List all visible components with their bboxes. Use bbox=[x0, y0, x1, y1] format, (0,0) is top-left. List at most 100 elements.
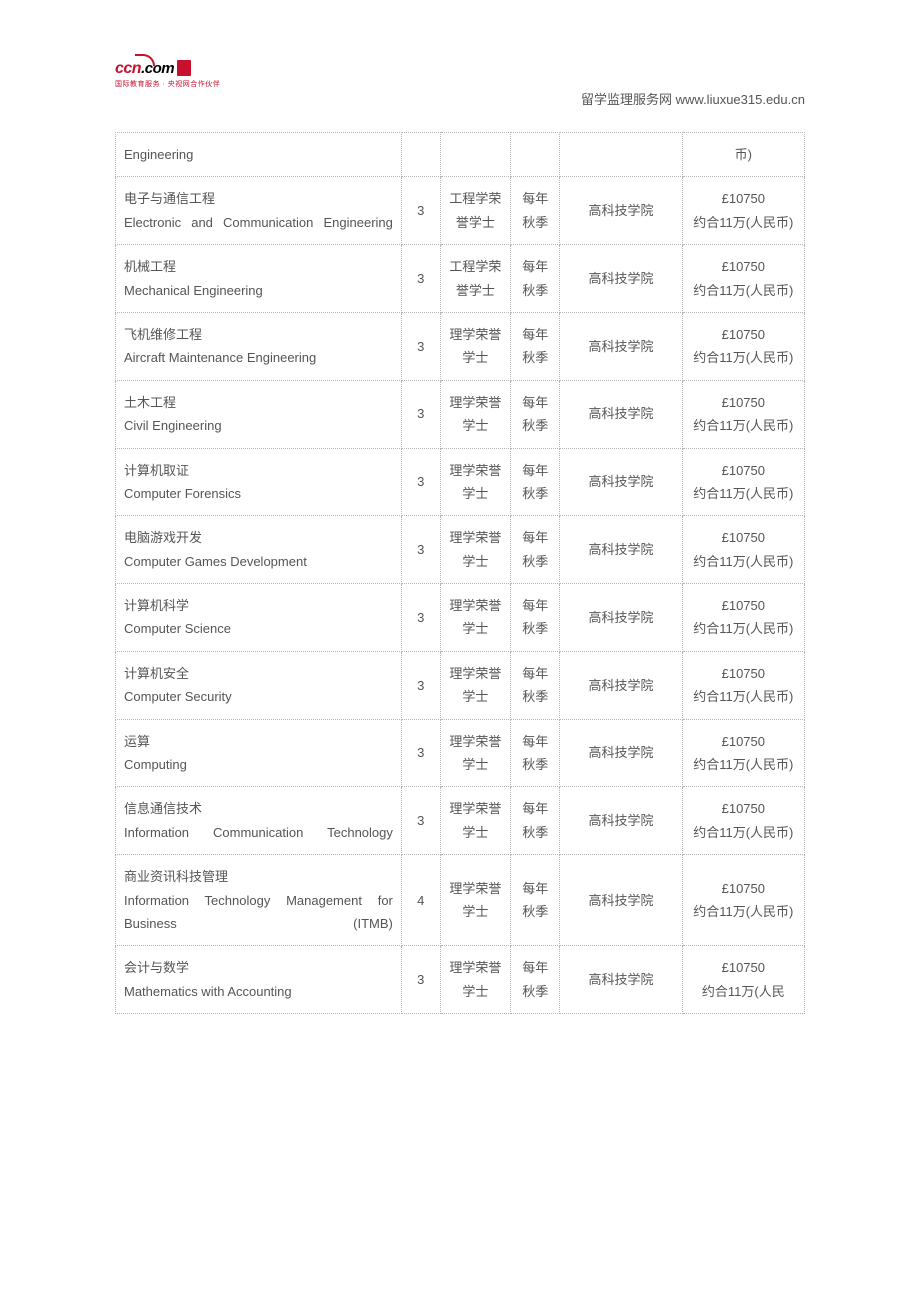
course-school-cell: 高科技学院 bbox=[560, 719, 682, 787]
course-fee-cell: £10750约合11万(人民币) bbox=[682, 787, 804, 855]
course-term-cell: 每年秋季 bbox=[511, 946, 560, 1014]
page-header: ccn.com 国际教育服务 · 央视网合作伙伴 留学监理服务网 www.liu… bbox=[115, 60, 805, 108]
course-school-cell: 高科技学院 bbox=[560, 651, 682, 719]
course-school-cell: 高科技学院 bbox=[560, 177, 682, 245]
course-name-en: Information Communication Technology bbox=[124, 821, 393, 844]
course-school-cell bbox=[560, 133, 682, 177]
course-fee-cell: £10750约合11万(人民币) bbox=[682, 448, 804, 516]
course-term-cell: 每年秋季 bbox=[511, 245, 560, 313]
course-name-cn: 计算机取证 bbox=[124, 459, 393, 482]
course-term-cell: 每年秋季 bbox=[511, 448, 560, 516]
course-name-en: Mathematics with Accounting bbox=[124, 980, 393, 1003]
logo-part-2: n bbox=[132, 60, 141, 77]
table-row: 计算机科学Computer Science3理学荣誉学士每年秋季高科技学院£10… bbox=[116, 584, 805, 652]
course-name-en: Computer Forensics bbox=[124, 482, 393, 505]
course-name-cn: 运算 bbox=[124, 730, 393, 753]
course-name-en: Computer Games Development bbox=[124, 550, 393, 573]
course-years-cell: 3 bbox=[401, 177, 440, 245]
course-degree-cell: 理学荣誉学士 bbox=[440, 448, 511, 516]
course-name-cell: Engineering bbox=[116, 133, 402, 177]
table-row: 运算Computing 3理学荣誉学士每年秋季高科技学院£10750约合11万(人… bbox=[116, 719, 805, 787]
course-years-cell: 3 bbox=[401, 245, 440, 313]
course-term-cell: 每年秋季 bbox=[511, 719, 560, 787]
course-years-cell: 3 bbox=[401, 516, 440, 584]
course-name-en: Mechanical Engineering bbox=[124, 279, 393, 302]
course-name-cn: 信息通信技术 bbox=[124, 797, 393, 820]
document-page: ccn.com 国际教育服务 · 央视网合作伙伴 留学监理服务网 www.liu… bbox=[0, 0, 920, 1074]
course-fee-cell: 币) bbox=[682, 133, 804, 177]
course-term-cell: 每年秋季 bbox=[511, 516, 560, 584]
course-name-cn: 计算机科学 bbox=[124, 594, 393, 617]
course-name-en: Civil Engineering bbox=[124, 414, 393, 437]
course-name-cell: 电脑游戏开发Computer Games Development bbox=[116, 516, 402, 584]
course-degree-cell bbox=[440, 133, 511, 177]
course-name-cell: 会计与数学Mathematics with Accounting bbox=[116, 946, 402, 1014]
logo-main-text: ccn.com bbox=[115, 60, 225, 78]
table-row: 机械工程Mechanical Engineering3工程学荣誉学士每年秋季高科… bbox=[116, 245, 805, 313]
course-years-cell: 3 bbox=[401, 946, 440, 1014]
course-fee-cell: £10750约合11万(人民币) bbox=[682, 177, 804, 245]
course-fee-cell: £10750约合11万(人民币) bbox=[682, 312, 804, 380]
course-years-cell: 4 bbox=[401, 855, 440, 946]
course-name-en: Engineering bbox=[124, 143, 393, 166]
course-degree-cell: 理学荣誉学士 bbox=[440, 312, 511, 380]
course-name-cn: 土木工程 bbox=[124, 391, 393, 414]
table-row: 商业资讯科技管理Information Technology Managemen… bbox=[116, 855, 805, 946]
course-degree-cell: 理学荣誉学士 bbox=[440, 946, 511, 1014]
course-term-cell bbox=[511, 133, 560, 177]
table-row: Engineering 币) bbox=[116, 133, 805, 177]
logo-badge-icon bbox=[177, 60, 191, 76]
course-name-cell: 商业资讯科技管理Information Technology Managemen… bbox=[116, 855, 402, 946]
course-name-cell: 飞机维修工程Aircraft Maintenance Engineering bbox=[116, 312, 402, 380]
course-name-cn: 飞机维修工程 bbox=[124, 323, 393, 346]
table-row: 计算机取证Computer Forensics 3理学荣誉学士每年秋季高科技学院£… bbox=[116, 448, 805, 516]
course-term-cell: 每年秋季 bbox=[511, 855, 560, 946]
course-name-en: Aircraft Maintenance Engineering bbox=[124, 346, 393, 369]
course-degree-cell: 工程学荣誉学士 bbox=[440, 177, 511, 245]
course-name-cell: 电子与通信工程Electronic and Communication Engi… bbox=[116, 177, 402, 245]
course-degree-cell: 理学荣誉学士 bbox=[440, 516, 511, 584]
course-school-cell: 高科技学院 bbox=[560, 584, 682, 652]
course-school-cell: 高科技学院 bbox=[560, 855, 682, 946]
course-school-cell: 高科技学院 bbox=[560, 787, 682, 855]
table-row: 计算机安全Computer Security3理学荣誉学士每年秋季高科技学院£1… bbox=[116, 651, 805, 719]
course-name-en: Computer Security bbox=[124, 685, 393, 708]
course-fee-cell: £10750约合11万(人民币) bbox=[682, 380, 804, 448]
course-years-cell: 3 bbox=[401, 787, 440, 855]
course-table-body: Engineering 币) 电子与通信工程Electronic and Commu… bbox=[116, 133, 805, 1014]
course-fee-cell: £10750约合11万(人民币) bbox=[682, 719, 804, 787]
course-name-cn: 计算机安全 bbox=[124, 662, 393, 685]
course-years-cell bbox=[401, 133, 440, 177]
course-years-cell: 3 bbox=[401, 448, 440, 516]
course-degree-cell: 理学荣誉学士 bbox=[440, 787, 511, 855]
course-degree-cell: 理学荣誉学士 bbox=[440, 651, 511, 719]
course-table: Engineering 币) 电子与通信工程Electronic and Commu… bbox=[115, 132, 805, 1014]
course-school-cell: 高科技学院 bbox=[560, 448, 682, 516]
course-name-cell: 信息通信技术Information Communication Technolo… bbox=[116, 787, 402, 855]
logo-subtitle: 国际教育服务 · 央视网合作伙伴 bbox=[115, 79, 225, 89]
course-degree-cell: 理学荣誉学士 bbox=[440, 719, 511, 787]
cctv-logo: ccn.com 国际教育服务 · 央视网合作伙伴 bbox=[115, 60, 225, 108]
course-school-cell: 高科技学院 bbox=[560, 946, 682, 1014]
course-name-cn: 会计与数学 bbox=[124, 956, 393, 979]
table-row: 信息通信技术Information Communication Technolo… bbox=[116, 787, 805, 855]
course-name-en: Computing bbox=[124, 753, 393, 776]
course-term-cell: 每年秋季 bbox=[511, 380, 560, 448]
course-fee-cell: £10750约合11万(人民币) bbox=[682, 855, 804, 946]
course-term-cell: 每年秋季 bbox=[511, 177, 560, 245]
course-fee-cell: £10750约合11万(人民币) bbox=[682, 516, 804, 584]
course-name-cell: 机械工程Mechanical Engineering bbox=[116, 245, 402, 313]
course-name-cn: 电脑游戏开发 bbox=[124, 526, 393, 549]
course-name-cn: 机械工程 bbox=[124, 255, 393, 278]
table-row: 电脑游戏开发Computer Games Development3理学荣誉学士每… bbox=[116, 516, 805, 584]
course-years-cell: 3 bbox=[401, 719, 440, 787]
table-row: 土木工程Civil Engineering3理学荣誉学士每年秋季高科技学院£10… bbox=[116, 380, 805, 448]
course-school-cell: 高科技学院 bbox=[560, 516, 682, 584]
course-name-en: Computer Science bbox=[124, 617, 393, 640]
table-row: 电子与通信工程Electronic and Communication Engi… bbox=[116, 177, 805, 245]
course-years-cell: 3 bbox=[401, 651, 440, 719]
course-name-cell: 土木工程Civil Engineering bbox=[116, 380, 402, 448]
course-term-cell: 每年秋季 bbox=[511, 584, 560, 652]
course-degree-cell: 理学荣誉学士 bbox=[440, 584, 511, 652]
course-school-cell: 高科技学院 bbox=[560, 380, 682, 448]
